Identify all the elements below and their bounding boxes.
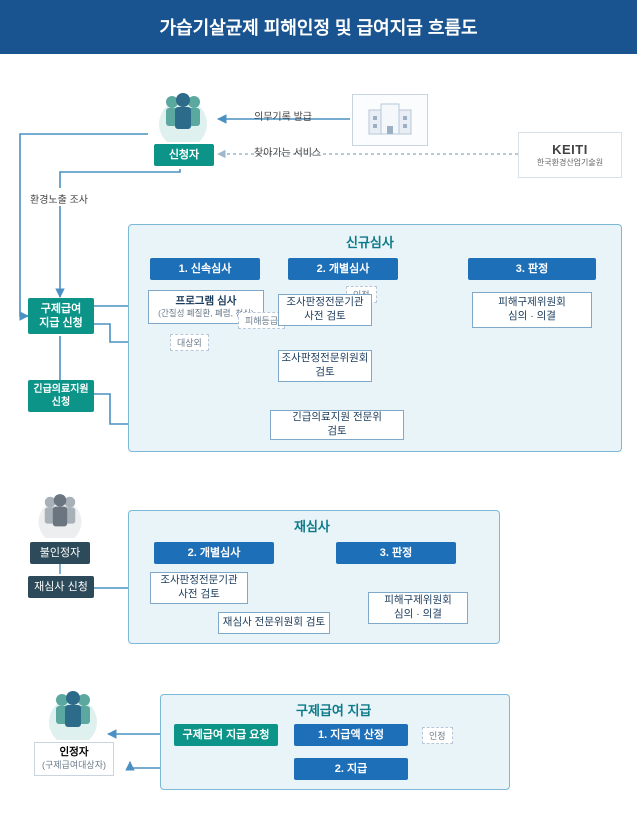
payment-recognized-label: 인정 (422, 727, 453, 744)
panel-new-review-title: 신규심사 (346, 232, 394, 251)
unrecognized-chip: 불인정자 (30, 542, 90, 564)
program-review-title: 프로그램 심사 (176, 295, 237, 309)
hospital-icon (352, 94, 428, 146)
re-committee-box: 재심사 전문위원회 검토 (218, 612, 330, 634)
tab-fast-review: 1. 신속심사 (150, 258, 260, 280)
payment-pay-chip: 2. 지급 (294, 758, 408, 780)
decision-box: 피해구제위원회 심의 · 의결 (472, 292, 592, 328)
apply-relief-chip: 구제급여 지급 신청 (28, 298, 94, 334)
unrecognized-icon (28, 486, 92, 538)
panel-re-review-title: 재심사 (294, 516, 330, 535)
panel-payment-title: 구제급여 지급 (296, 700, 371, 719)
recognized-icon (38, 682, 108, 740)
visiting-service-label: 찾아가는 서비스 (254, 144, 321, 159)
tab-individual-review: 2. 개별심사 (288, 258, 398, 280)
page-title: 가습기살균제 피해인정 및 급여지급 흐름도 (0, 0, 637, 54)
tab2-decision: 3. 판정 (336, 542, 456, 564)
keiti-logo: KEITI (552, 142, 588, 157)
reapply-chip: 재심사 신청 (28, 576, 94, 598)
pre-review-box: 조사판정전문기관 사전 검토 (278, 294, 372, 326)
keiti-badge: KEITI 한국환경산업기술원 (518, 132, 622, 178)
applicant-chip: 신청자 (154, 144, 214, 166)
emergency-review-box: 긴급의료지원 전문위 검토 (270, 410, 404, 440)
keiti-subtitle: 한국환경산업기술원 (537, 157, 603, 168)
recognized-person-box: 인정자 (구제급여대상자) (34, 742, 114, 776)
payment-request-chip: 구제급여 지급 요청 (174, 724, 278, 746)
re-pre-review-box: 조사판정전문기관 사전 검토 (150, 572, 248, 604)
recognized-person-sub: (구제급여대상자) (42, 760, 106, 772)
flowchart-canvas: 신청자 의무기록 발급 찾아가는 서비스 KEITI 한국환경산업기술원 환경노… (0, 54, 637, 816)
applicant-icon (148, 84, 218, 142)
payment-calc-chip: 1. 지급액 산정 (294, 724, 408, 746)
re-decision-box: 피해구제위원회 심의 · 의결 (368, 592, 468, 624)
tab2-individual-review: 2. 개별심사 (154, 542, 274, 564)
med-record-label: 의무기록 발급 (254, 108, 312, 123)
recognized-person-title: 인정자 (60, 746, 89, 760)
tab-decision: 3. 판정 (468, 258, 596, 280)
apply-emergency-chip: 긴급의료지원 신청 (28, 380, 94, 412)
env-survey-label: 환경노출 조사 (30, 191, 88, 206)
not-target-label: 대상외 (170, 334, 209, 351)
committee-review-box: 조사판정전문위원회 검토 (278, 350, 372, 382)
